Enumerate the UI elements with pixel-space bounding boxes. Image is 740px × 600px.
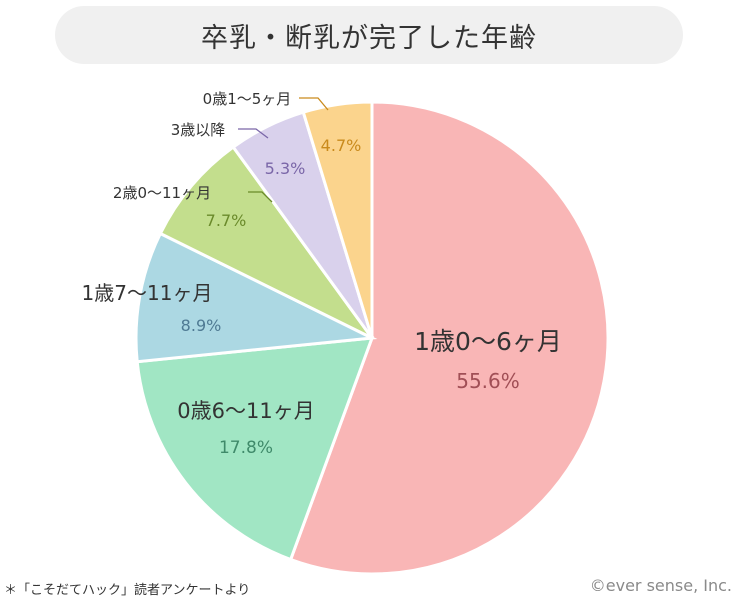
slice-value-6: 4.7% — [321, 136, 362, 155]
pie-slice-4 — [158, 144, 374, 340]
survey-footnote: ＊「こそだてハック」読者アンケートより — [4, 583, 251, 598]
leader-line-4 — [248, 191, 273, 203]
leader-line-6 — [299, 97, 329, 111]
slice-value-3: 8.9% — [181, 316, 222, 335]
pie-slice-1 — [288, 100, 610, 576]
chart-title-pill: 卒乳・断乳が完了した年齢 — [55, 6, 683, 64]
leader-line-5 — [238, 128, 269, 139]
slice-label-4: 2歳0〜11ヶ月 — [113, 184, 211, 202]
copyright-credit: ©ever sense, Inc. — [589, 576, 732, 595]
slice-value-1: 55.6% — [456, 369, 520, 393]
slice-value-5: 5.3% — [265, 159, 306, 178]
slice-label-3: 1歳7〜11ヶ月 — [82, 281, 213, 305]
slice-label-2: 0歳6〜11ヶ月 — [177, 399, 314, 423]
slice-value-4: 7.7% — [206, 211, 247, 230]
slice-label-6: 0歳1〜5ヶ月 — [203, 90, 292, 108]
slice-label-1: 1歳0〜6ヶ月 — [414, 327, 562, 356]
slice-label-5: 3歳以降 — [171, 121, 226, 139]
pie-slice-3 — [134, 231, 378, 364]
pie-slice-6 — [301, 100, 374, 339]
chart-title: 卒乳・断乳が完了した年齢 — [201, 22, 537, 54]
slice-value-2: 17.8% — [219, 438, 273, 458]
pie-slice-2 — [135, 336, 375, 562]
